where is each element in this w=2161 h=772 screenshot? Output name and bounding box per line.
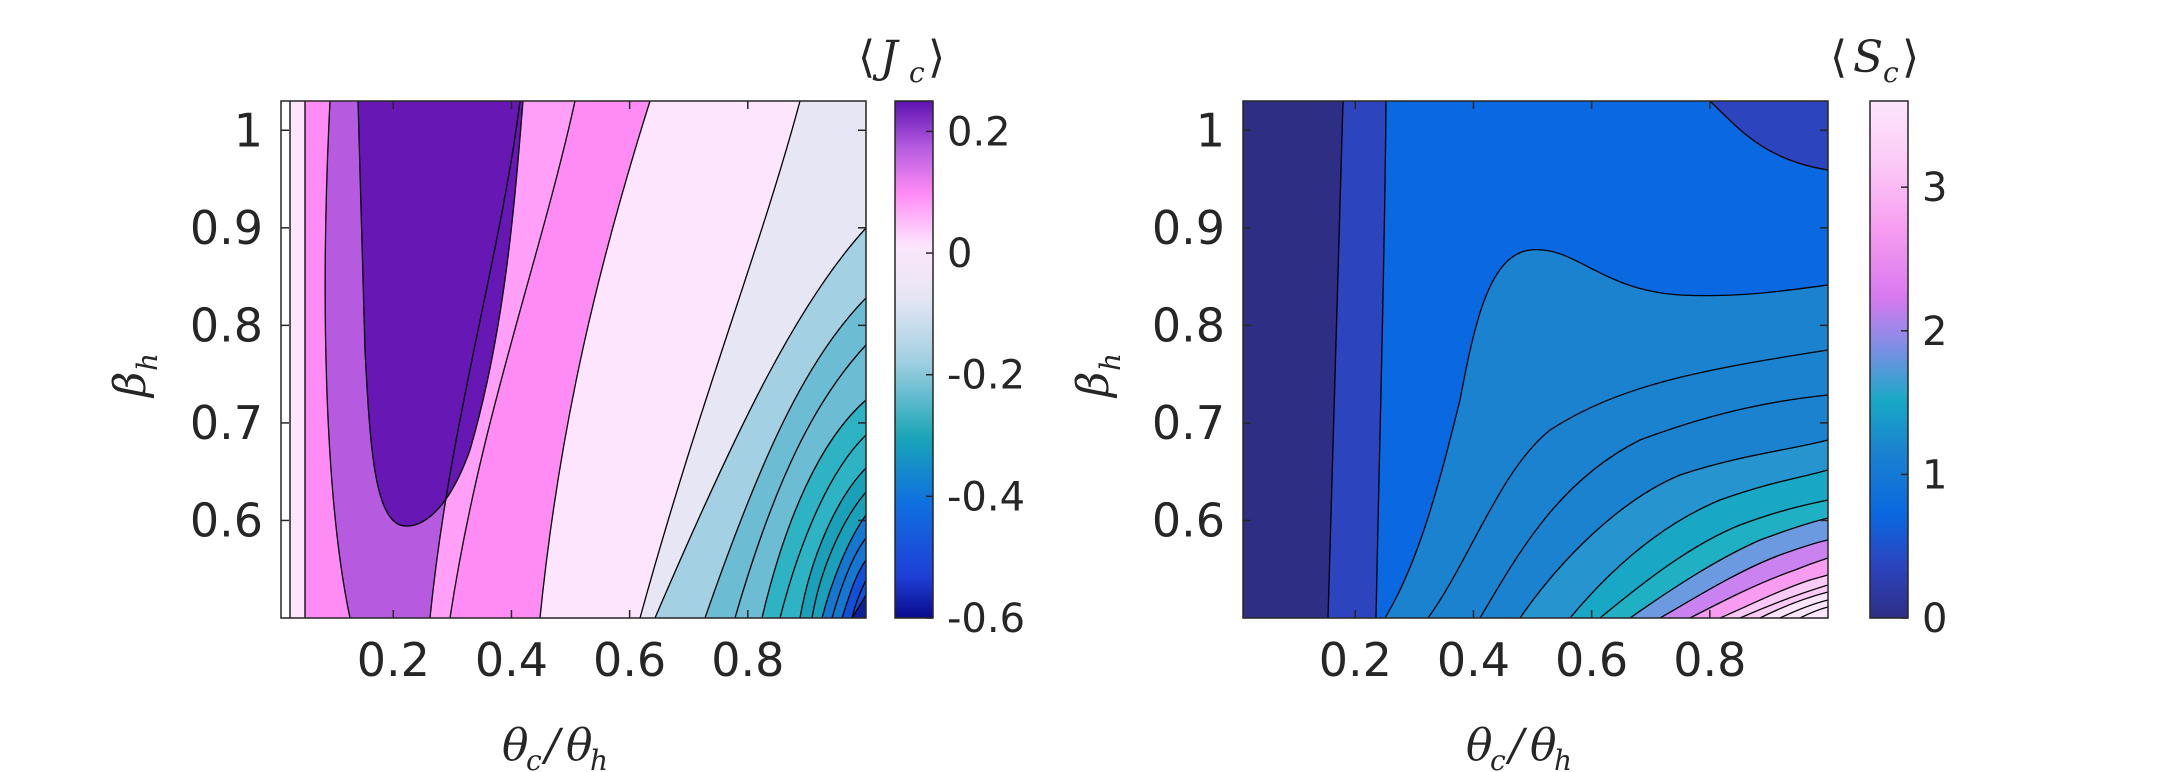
ylabel-right: β h (1068, 353, 1127, 399)
svg-text:⟨: ⟨ (1830, 32, 1847, 83)
colorbar-ticks-left: 0.2 0 -0.2 -0.4 -0.6 (926, 109, 1025, 642)
svg-text:⟩: ⟩ (928, 32, 945, 83)
x-tick-label: 0.4 (475, 633, 548, 687)
axes-right: 0.2 0.4 0.6 0.8 0.6 0.7 0.8 0.9 1 (1152, 101, 1828, 687)
svg-text:β: β (1068, 372, 1119, 399)
colorbar-title-right: ⟨ S c ⟩ (1830, 32, 1919, 89)
svg-text:θ: θ (1530, 720, 1557, 771)
colorbar-tick-label: 0 (947, 231, 972, 277)
xlabel-left: θ c / θ h (502, 720, 608, 772)
x-tick-label: 0.6 (593, 633, 666, 687)
axes-left: 0.2 0.4 0.6 0.8 0.6 0.7 0.8 0.9 1 (190, 101, 866, 687)
x-tick-label: 0.2 (357, 633, 430, 687)
x-tick-label: 0.8 (1673, 633, 1746, 687)
svg-text:θ: θ (566, 720, 593, 771)
y-tick-label: 1 (234, 103, 263, 157)
colorbar-title-right-sub: c (1883, 56, 1899, 89)
svg-text:β: β (105, 372, 156, 399)
axes-frame-right (1242, 100, 1829, 619)
panel-left: 0.2 0.4 0.6 0.8 0.6 0.7 0.8 0.9 1 0.2 0 -0.2 -0.4 -0… (105, 32, 1025, 772)
svg-text:h: h (131, 353, 164, 371)
svg-text:/: / (1505, 720, 1528, 771)
y-tick-label: 0.9 (190, 201, 263, 255)
contour-lines-right (1327, 101, 1828, 618)
colorbar-tick-label: 1 (1922, 452, 1947, 498)
colorbar-right (1869, 100, 1909, 619)
axes-frame-left (280, 100, 867, 619)
y-tick-label: 0.7 (190, 396, 263, 450)
colorbar-tick-label: 0 (1922, 596, 1947, 642)
x-tick-label: 0.6 (1555, 633, 1628, 687)
xlabel-right: θ c / θ h (1466, 720, 1572, 772)
y-tick-label: 0.6 (190, 493, 263, 547)
svg-text:θ: θ (1466, 720, 1493, 771)
svg-text:h: h (590, 744, 608, 772)
contour-lines-left (289, 101, 866, 618)
y-tick-label: 0.8 (1152, 298, 1225, 352)
y-tick-label: 1 (1196, 103, 1225, 157)
colorbar-tick-label: 3 (1922, 165, 1947, 211)
colorbar-left (894, 100, 934, 619)
svg-text:c: c (1490, 744, 1506, 772)
colorbar-tick-label: -0.4 (947, 474, 1025, 520)
colorbar-tick-label: -0.6 (947, 596, 1025, 642)
svg-text:h: h (1094, 353, 1127, 371)
svg-text:/: / (541, 720, 564, 771)
x-tick-label: 0.2 (1319, 633, 1392, 687)
y-tick-label: 0.9 (1152, 201, 1225, 255)
y-tick-label: 0.7 (1152, 396, 1225, 450)
colorbar-ticks-right: 3 2 1 0 (1901, 165, 1947, 642)
colorbar-tick-label: -0.2 (947, 353, 1025, 399)
colorbar-title-right-base: S (1853, 32, 1883, 83)
colorbar-tick-label: 0.2 (947, 109, 1011, 155)
svg-text:h: h (1554, 744, 1572, 772)
panel-right: 0.2 0.4 0.6 0.8 0.6 0.7 0.8 0.9 1 3 2 1 0 ⟨ S c ⟩ θ… (1068, 32, 1947, 772)
colorbar-title-left: ⟨ J c ⟩ (858, 32, 945, 89)
colorbar-title-left-sub: c (909, 56, 925, 89)
contour-fill-left (281, 101, 866, 618)
svg-text:⟨: ⟨ (858, 32, 875, 83)
x-tick-label: 0.4 (1437, 633, 1510, 687)
x-tick-label: 0.8 (711, 633, 784, 687)
y-tick-label: 0.6 (1152, 493, 1225, 547)
svg-text:θ: θ (502, 720, 529, 771)
svg-text:⟩: ⟩ (1902, 32, 1919, 83)
ylabel-left: β h (105, 353, 164, 399)
svg-text:c: c (526, 744, 542, 772)
y-tick-label: 0.8 (190, 298, 263, 352)
colorbar-title-left-base: J (872, 32, 900, 83)
colorbar-tick-label: 2 (1922, 309, 1947, 355)
